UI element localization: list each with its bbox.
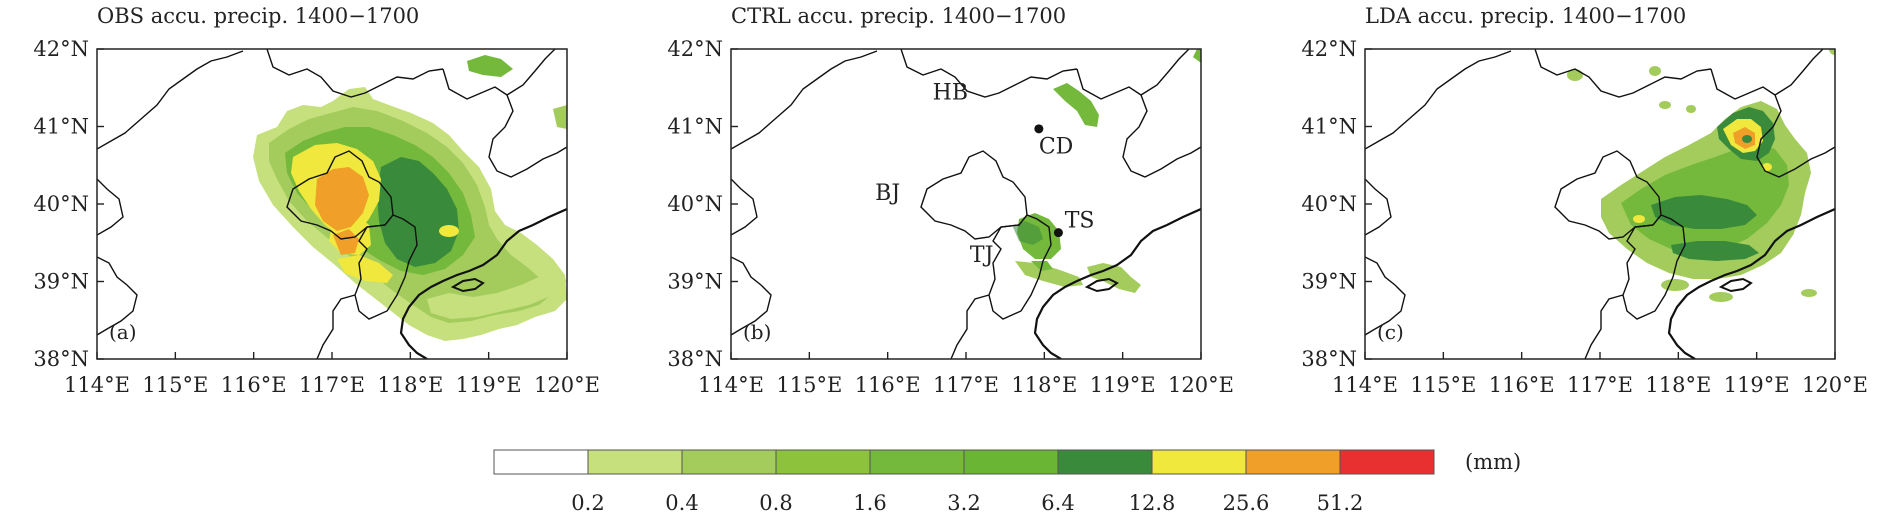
x-tick-label: 120°E <box>534 373 600 397</box>
y-tick-label: 41°N <box>33 115 89 139</box>
precip-field-b <box>731 49 1201 359</box>
panel-c-tag: (c) <box>1377 320 1404 344</box>
colorbar-tick-label: 3.2 <box>947 491 980 515</box>
x-tick-label: 116°E <box>1489 373 1555 397</box>
x-tick-label: 115°E <box>1410 373 1476 397</box>
panel-b-tag: (b) <box>743 320 771 344</box>
colorbar-tick-label: 6.4 <box>1041 491 1074 515</box>
y-tick-label: 39°N <box>667 270 723 294</box>
y-tick-label: 40°N <box>1301 192 1357 216</box>
precip-field-a <box>97 49 567 359</box>
colorbar-swatches <box>493 449 1435 475</box>
panel-b: CTRL accu. precip. 1400−1700 114°E 115°E 1… <box>667 4 1234 397</box>
y-tick-label: 38°N <box>1301 347 1357 371</box>
x-tick-label: 115°E <box>776 373 842 397</box>
x-tick-label: 115°E <box>142 373 208 397</box>
colorbar-swatch <box>775 449 871 475</box>
region-label: TJ <box>970 243 994 268</box>
colorbar-tick-label: 25.6 <box>1223 491 1270 515</box>
colorbar-tick-label: 0.8 <box>759 491 792 515</box>
region-label: HB <box>933 80 968 105</box>
city-label: TS <box>1065 208 1095 233</box>
x-tick-label: 117°E <box>933 373 999 397</box>
colorbar-tick-label: 1.6 <box>853 491 886 515</box>
colorbar-swatch <box>1151 449 1247 475</box>
city-dot <box>1034 124 1044 134</box>
colorbar-swatch <box>1057 449 1153 475</box>
x-tick-label: 119°E <box>1724 373 1790 397</box>
colorbar-swatch <box>1339 449 1435 475</box>
x-tick-label: 118°E <box>1645 373 1711 397</box>
colorbar-tick-label: 0.2 <box>571 491 604 515</box>
panel-c-title: LDA accu. precip. 1400−1700 <box>1365 4 1686 28</box>
x-tick-label: 116°E <box>221 373 287 397</box>
x-tick-label: 114°E <box>64 373 130 397</box>
panel-a: OBS accu. precip. 1400−1700 <box>33 4 600 397</box>
panel-c: LDA accu. precip. 1400−1700 <box>1301 4 1868 397</box>
x-tick-label: 116°E <box>855 373 921 397</box>
x-tick-label: 114°E <box>1332 373 1398 397</box>
region-labels-b: HB BJ TJ <box>875 80 993 268</box>
x-axis-c: 114°E 115°E 116°E 117°E 118°E 119°E 120°E <box>1332 352 1868 397</box>
x-tick-label: 120°E <box>1168 373 1234 397</box>
y-axis-a: 42°N 41°N 40°N 39°N 38°N <box>33 37 104 371</box>
colorbar-swatch <box>1245 449 1341 475</box>
x-tick-label: 119°E <box>456 373 522 397</box>
y-axis-c: 42°N 41°N 40°N 39°N 38°N <box>1301 37 1372 371</box>
y-axis-b: 42°N 41°N 40°N 39°N 38°N <box>667 37 738 371</box>
colorbar-swatch <box>869 449 965 475</box>
y-tick-label: 39°N <box>33 270 89 294</box>
precip-field-c <box>1365 49 1835 359</box>
y-tick-label: 38°N <box>667 347 723 371</box>
colorbar-labels: 0.2 0.4 0.8 1.6 3.2 6.4 12.8 25.6 51.2 <box>571 491 1363 515</box>
colorbar-unit: (mm) <box>1465 450 1521 474</box>
colorbar-tick-label: 0.4 <box>665 491 698 515</box>
y-tick-label: 41°N <box>667 115 723 139</box>
colorbar-swatch <box>493 449 589 475</box>
x-tick-label: 120°E <box>1802 373 1868 397</box>
panel-a-tag: (a) <box>109 320 137 344</box>
y-tick-label: 41°N <box>1301 115 1357 139</box>
colorbar-swatch <box>963 449 1059 475</box>
y-tick-label: 38°N <box>33 347 89 371</box>
panel-a-title: OBS accu. precip. 1400−1700 <box>97 4 419 28</box>
x-tick-label: 118°E <box>377 373 443 397</box>
x-axis-a: 114°E 115°E 116°E 117°E 118°E 119°E 120°E <box>64 352 600 397</box>
x-tick-label: 118°E <box>1011 373 1077 397</box>
y-tick-label: 42°N <box>1301 37 1357 61</box>
colorbar-tick-label: 51.2 <box>1317 491 1364 515</box>
colorbar-tick-label: 12.8 <box>1129 491 1176 515</box>
panel-b-title: CTRL accu. precip. 1400−1700 <box>731 4 1066 28</box>
colorbar: 0.2 0.4 0.8 1.6 3.2 6.4 12.8 25.6 51.2 (mm) <box>493 449 1521 515</box>
x-tick-label: 117°E <box>299 373 365 397</box>
y-tick-label: 42°N <box>667 37 723 61</box>
region-label: BJ <box>875 181 900 206</box>
city-dot <box>1053 228 1063 238</box>
city-markers-b: CD TS <box>1034 124 1095 238</box>
x-tick-label: 119°E <box>1090 373 1156 397</box>
colorbar-swatch <box>587 449 683 475</box>
x-tick-label: 117°E <box>1567 373 1633 397</box>
x-axis-b: 114°E 115°E 116°E 117°E 118°E 119°E 120°E <box>698 352 1234 397</box>
y-tick-label: 39°N <box>1301 270 1357 294</box>
y-tick-label: 42°N <box>33 37 89 61</box>
x-tick-label: 114°E <box>698 373 764 397</box>
city-label: CD <box>1039 135 1073 160</box>
y-tick-label: 40°N <box>33 192 89 216</box>
colorbar-swatch <box>681 449 777 475</box>
y-tick-label: 40°N <box>667 192 723 216</box>
